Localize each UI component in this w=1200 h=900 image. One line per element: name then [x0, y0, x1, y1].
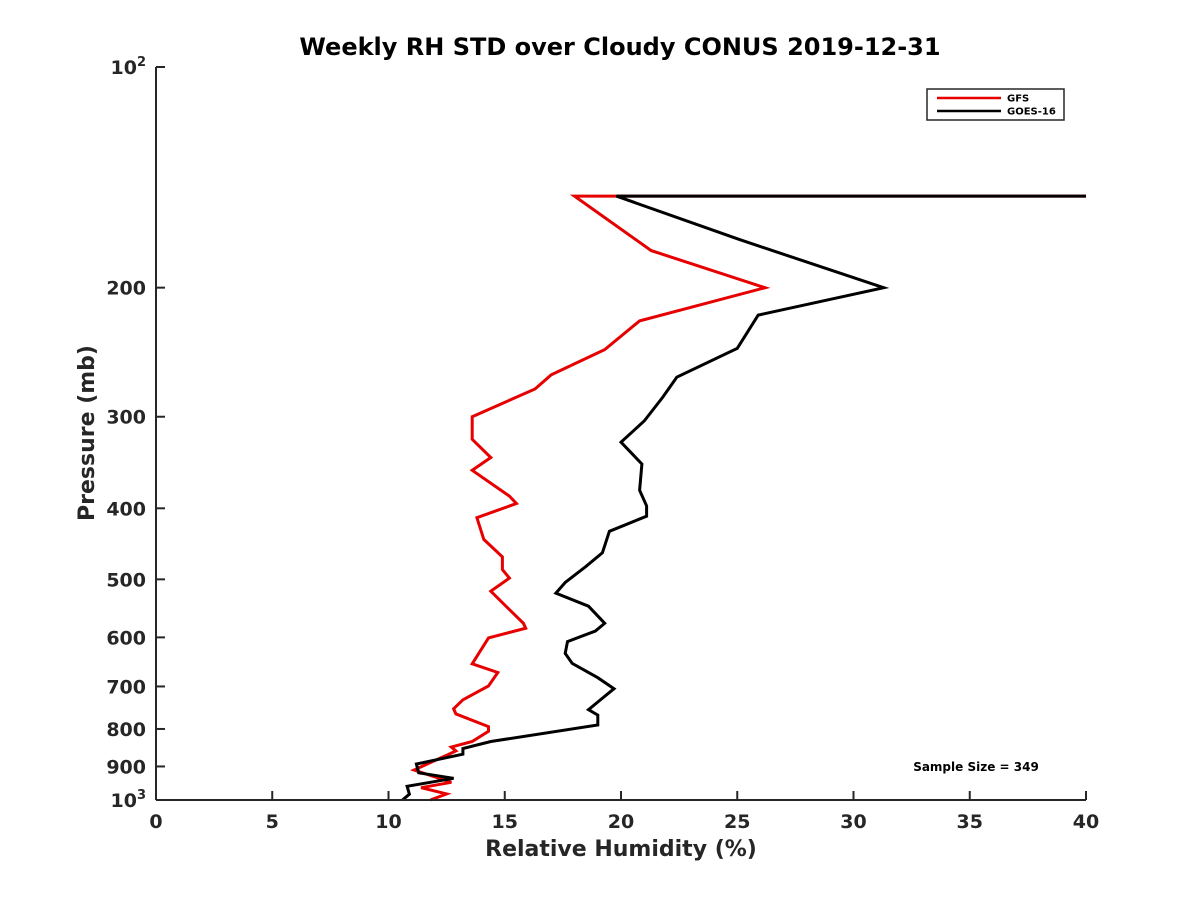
x-tick-label-5: 5	[266, 811, 279, 833]
x-tick-label-35: 35	[957, 811, 983, 833]
x-tick-label-0: 0	[149, 811, 162, 833]
y-tick-label-200: 200	[106, 278, 146, 300]
legend-label-goes-16: GOES-16	[1007, 107, 1056, 118]
y-tick-label-1000: 103	[111, 788, 147, 812]
y-tick-label-600: 600	[106, 627, 146, 649]
y-tick-label-100: 102	[111, 55, 147, 79]
y-tick-label-800: 800	[106, 719, 146, 741]
y-tick-label-700: 700	[106, 676, 146, 698]
y-tick-label-500: 500	[106, 569, 146, 591]
legend: GFS GOES-16	[926, 88, 1065, 121]
sample-size-annotation: Sample Size = 349	[913, 760, 1039, 774]
y-tick-label-400: 400	[106, 498, 146, 520]
chart-title: Weekly RH STD over Cloudy CONUS 2019-12-…	[299, 33, 940, 61]
legend-label-gfs: GFS	[1007, 94, 1029, 105]
series-line-goes-16	[401, 194, 1086, 802]
x-tick-label-40: 40	[1073, 811, 1099, 833]
x-tick-label-20: 20	[608, 811, 634, 833]
series-line-gfs	[410, 194, 1086, 802]
x-tick-label-30: 30	[840, 811, 866, 833]
y-ticks: 102 200 300 400 500 600 700 800 900 103	[106, 55, 165, 812]
x-tick-label-25: 25	[724, 811, 750, 833]
x-axis-label: Relative Humidity (%)	[485, 837, 757, 862]
y-tick-label-900: 900	[106, 756, 146, 778]
x-ticks: 0 5 10 15 20 25 30 35 40	[149, 791, 1099, 833]
x-tick-label-15: 15	[492, 811, 518, 833]
legend-box	[926, 88, 1065, 121]
x-tick-label-10: 10	[375, 811, 401, 833]
plot-area: 0 5 10 15 20 25 30 35 40 102 200 300 400 500 600 700 80…	[106, 55, 1099, 833]
y-tick-label-300: 300	[106, 407, 146, 429]
series-layer	[401, 194, 1086, 802]
y-axis-label: Pressure (mb)	[75, 345, 100, 521]
